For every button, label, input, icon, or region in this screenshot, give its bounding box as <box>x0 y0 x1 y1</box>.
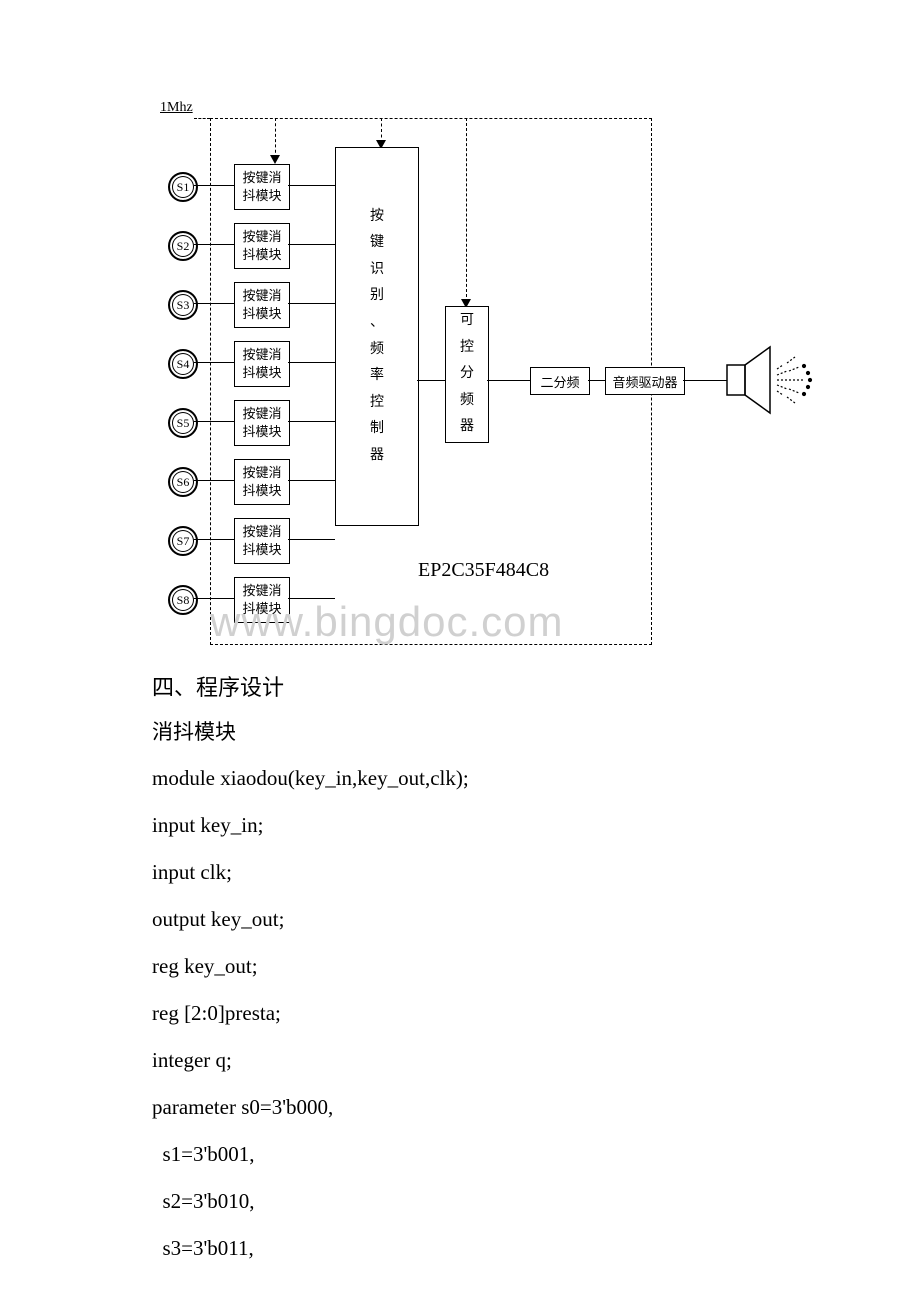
key-s1: S1 <box>168 172 198 202</box>
key-label: S2 <box>177 239 190 254</box>
debounce-module: 按键消 抖模块 <box>234 400 290 446</box>
section-heading: 四、程序设计 <box>152 670 284 702</box>
key-label: S1 <box>177 180 190 195</box>
code-line: module xiaodou(key_in,key_out,clk); <box>152 766 469 791</box>
wire <box>588 380 605 381</box>
key-s7: S7 <box>168 526 198 556</box>
code-line: parameter s0=3'b000, <box>152 1095 333 1120</box>
key-label: S8 <box>177 593 190 608</box>
debounce-line2: 抖模块 <box>235 423 289 441</box>
key-s8: S8 <box>168 585 198 615</box>
debounce-line1: 按键消 <box>235 287 289 305</box>
key-s6: S6 <box>168 467 198 497</box>
wire <box>487 380 530 381</box>
section-subheading: 消抖模块 <box>152 716 236 746</box>
wire <box>288 421 335 422</box>
div2-text: 二分频 <box>540 372 579 391</box>
wire <box>194 303 234 304</box>
code-line: reg [2:0]presta; <box>152 1001 281 1026</box>
page: 1Mhz S1 按键消 抖模块 S2 按键消 抖模块 S3 <box>0 0 920 1302</box>
debounce-line2: 抖模块 <box>235 246 289 264</box>
code-line: output key_out; <box>152 907 284 932</box>
arrow-down-icon <box>270 155 280 164</box>
debounce-line2: 抖模块 <box>235 541 289 559</box>
debounce-module: 按键消 抖模块 <box>234 223 290 269</box>
debounce-module: 按键消 抖模块 <box>234 341 290 387</box>
key-s4: S4 <box>168 349 198 379</box>
key-label: S5 <box>177 416 190 431</box>
debounce-line2: 抖模块 <box>235 187 289 205</box>
debounce-module: 按键消 抖模块 <box>234 282 290 328</box>
key-label: S6 <box>177 475 190 490</box>
wire <box>194 480 234 481</box>
debounce-line1: 按键消 <box>235 228 289 246</box>
wire <box>288 539 335 540</box>
audio-driver-box: 音频驱动器 <box>605 367 685 395</box>
chip-label: EP2C35F484C8 <box>418 559 549 582</box>
wire <box>683 380 727 381</box>
key-s5: S5 <box>168 408 198 438</box>
code-line: input clk; <box>152 860 232 885</box>
wire <box>288 480 335 481</box>
wire <box>194 539 234 540</box>
code-line: s3=3'b011, <box>152 1236 254 1261</box>
key-label: S4 <box>177 357 190 372</box>
wire <box>194 362 234 363</box>
recognizer-text: 按 键 识 别 、 频 率 控 制 器 <box>370 204 384 470</box>
wire <box>288 303 335 304</box>
wire <box>194 244 234 245</box>
key-label: S7 <box>177 534 190 549</box>
code-line: s1=3'b001, <box>152 1142 255 1167</box>
debounce-line1: 按键消 <box>235 405 289 423</box>
debounce-line1: 按键消 <box>235 464 289 482</box>
audio-driver-text: 音频驱动器 <box>612 372 677 391</box>
wire <box>288 185 335 186</box>
block-diagram: 1Mhz S1 按键消 抖模块 S2 按键消 抖模块 S3 <box>150 100 830 660</box>
wire <box>194 421 234 422</box>
wire <box>417 380 445 381</box>
speaker-icon <box>725 335 815 425</box>
wire <box>288 244 335 245</box>
wire <box>194 185 234 186</box>
clock-label: 1Mhz <box>160 100 193 116</box>
divide-by-2-box: 二分频 <box>530 367 590 395</box>
code-line: s2=3'b010, <box>152 1189 255 1214</box>
code-line: input key_in; <box>152 813 263 838</box>
debounce-line1: 按键消 <box>235 169 289 187</box>
code-line: integer q; <box>152 1048 232 1073</box>
debounce-line2: 抖模块 <box>235 364 289 382</box>
key-recognizer-box: 按 键 识 别 、 频 率 控 制 器 <box>335 147 419 526</box>
debounce-module: 按键消 抖模块 <box>234 459 290 505</box>
clock-hline <box>194 118 210 119</box>
debounce-line2: 抖模块 <box>235 305 289 323</box>
watermark-text: www.bingdoc.com <box>210 598 563 646</box>
divider-text: 可 控 分 频 器 <box>460 308 474 441</box>
code-line: reg key_out; <box>152 954 258 979</box>
key-label: S3 <box>177 298 190 313</box>
debounce-module: 按键消 抖模块 <box>234 164 290 210</box>
key-s2: S2 <box>168 231 198 261</box>
debounce-line1: 按键消 <box>235 346 289 364</box>
key-s3: S3 <box>168 290 198 320</box>
debounce-line1: 按键消 <box>235 523 289 541</box>
wire <box>288 362 335 363</box>
clock-line-3 <box>466 118 467 302</box>
debounce-line2: 抖模块 <box>235 482 289 500</box>
controllable-divider-box: 可 控 分 频 器 <box>445 306 489 443</box>
debounce-module: 按键消 抖模块 <box>234 518 290 564</box>
clock-line-1 <box>275 118 276 158</box>
